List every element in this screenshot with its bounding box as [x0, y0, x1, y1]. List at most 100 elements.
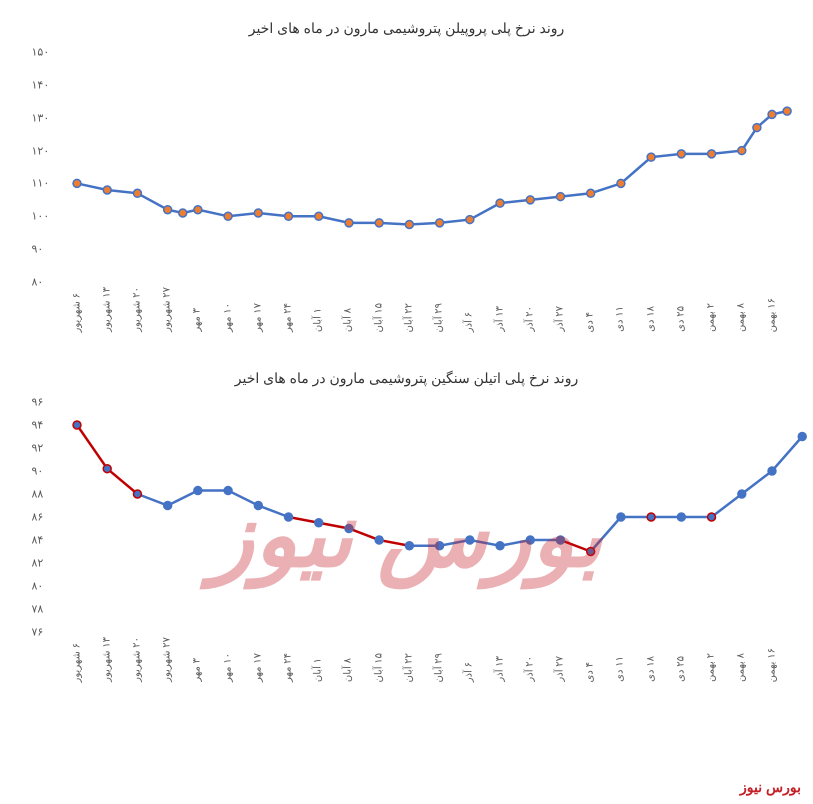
y-tick-label: ۱۱۰ [32, 177, 50, 190]
x-tick-label: ۱ آبان [313, 658, 324, 682]
y-tick-label: ۷۸ [32, 603, 44, 616]
data-marker [73, 421, 81, 429]
data-marker [435, 219, 443, 227]
x-tick-label: ۸ بهمن [736, 653, 747, 682]
x-tick-label: ۲۷ شهریور [162, 287, 173, 332]
x-tick-label: ۲۷ آذر [554, 306, 565, 332]
chart2-area: ۷۶۷۸۸۰۸۲۸۴۸۶۸۸۹۰۹۲۹۴۹۶ ۶ شهریور۱۳ شهریور… [32, 402, 782, 682]
data-marker [647, 153, 655, 161]
data-marker [616, 513, 624, 521]
data-marker [284, 513, 292, 521]
data-marker [405, 542, 413, 550]
x-tick-label: ۱۳ آذر [494, 306, 505, 332]
data-marker [224, 487, 232, 495]
line-segment [409, 540, 560, 546]
data-marker [133, 490, 141, 498]
data-marker [435, 542, 443, 550]
x-tick-label: ۱۳ شهریور [101, 287, 112, 332]
data-marker [163, 502, 171, 510]
line-segment [590, 437, 802, 552]
chart1-svg [77, 52, 772, 282]
data-marker [163, 206, 171, 214]
footer-brand: بورس نیوز [740, 779, 801, 796]
x-tick-label: ۱۵ آبان [373, 653, 384, 682]
y-tick-label: ۱۵۰ [32, 46, 50, 59]
data-marker [556, 193, 564, 201]
x-tick-label: ۶ آذر [464, 312, 475, 332]
data-marker [178, 209, 186, 217]
x-tick-label: ۲۵ دی [675, 306, 686, 332]
x-tick-label: ۸ بهمن [736, 303, 747, 332]
y-tick-label: ۹۴ [32, 419, 44, 432]
chart2-title: روند نرخ پلی اتیلن سنگین پتروشیمی مارون … [32, 370, 782, 387]
polypropylene-chart: روند نرخ پلی پروپیلن پتروشیمی مارون در م… [32, 20, 782, 350]
y-tick-label: ۱۲۰ [32, 144, 50, 157]
x-tick-label: ۲۹ آبان [434, 653, 445, 682]
line-segment [560, 540, 590, 552]
y-tick-label: ۸۴ [32, 534, 44, 547]
chart1-title: روند نرخ پلی پروپیلن پتروشیمی مارون در م… [32, 20, 782, 37]
x-tick-label: ۱۱ دی [615, 306, 626, 332]
chart2-plot [77, 402, 772, 632]
data-marker [677, 513, 685, 521]
data-marker [375, 219, 383, 227]
data-marker [254, 502, 262, 510]
x-tick-label: ۳ مهر [192, 308, 203, 332]
data-marker [314, 519, 322, 527]
y-tick-label: ۸۰ [32, 276, 44, 289]
data-marker [405, 221, 413, 229]
x-tick-label: ۴ دی [585, 662, 596, 682]
data-marker [254, 209, 262, 217]
data-marker [768, 467, 776, 475]
x-tick-label: ۲۵ دی [675, 656, 686, 682]
data-marker [103, 465, 111, 473]
chart2-x-axis: ۶ شهریور۱۳ شهریور۲۰ شهریور۲۷ شهریور۳ مهر… [77, 632, 772, 682]
x-tick-label: ۲۰ آذر [524, 656, 535, 682]
x-tick-label: ۱۶ بهمن [766, 648, 777, 682]
data-marker [344, 219, 352, 227]
data-marker [465, 216, 473, 224]
x-tick-label: ۲ بهمن [706, 653, 717, 682]
x-tick-label: ۱۵ آبان [373, 303, 384, 332]
x-tick-label: ۲۲ آبان [403, 303, 414, 332]
y-tick-label: ۷۶ [32, 626, 44, 639]
x-tick-label: ۲۲ آبان [403, 653, 414, 682]
x-tick-label: ۴ دی [585, 312, 596, 332]
y-tick-label: ۹۲ [32, 442, 44, 455]
x-tick-label: ۲۷ شهریور [162, 637, 173, 682]
y-tick-label: ۱۴۰ [32, 78, 50, 91]
x-tick-label: ۲۷ آذر [554, 656, 565, 682]
y-tick-label: ۸۲ [32, 557, 44, 570]
data-marker [496, 542, 504, 550]
x-tick-label: ۸ آبان [343, 308, 354, 332]
chart1-y-axis: ۸۰۹۰۱۰۰۱۱۰۱۲۰۱۳۰۱۴۰۱۵۰ [32, 52, 72, 332]
data-marker [193, 206, 201, 214]
y-tick-label: ۱۰۰ [32, 210, 50, 223]
x-tick-label: ۶ شهریور [71, 643, 82, 682]
data-marker [526, 536, 534, 544]
data-marker [103, 186, 111, 194]
x-tick-label: ۱۸ دی [645, 306, 656, 332]
data-marker [526, 196, 534, 204]
line-series [77, 111, 787, 224]
x-tick-label: ۸ آبان [343, 658, 354, 682]
y-tick-label: ۸۰ [32, 580, 44, 593]
x-tick-label: ۱۷ مهر [252, 303, 263, 332]
data-marker [375, 536, 383, 544]
y-tick-label: ۹۶ [32, 396, 44, 409]
x-tick-label: ۶ شهریور [71, 293, 82, 332]
data-marker [752, 124, 760, 132]
x-tick-label: ۲۹ آبان [434, 303, 445, 332]
x-tick-label: ۱۳ آذر [494, 656, 505, 682]
x-tick-label: ۱۳ شهریور [101, 637, 112, 682]
x-tick-label: ۶ آذر [464, 662, 475, 682]
data-marker [344, 525, 352, 533]
y-tick-label: ۸۶ [32, 511, 44, 524]
data-marker [314, 212, 322, 220]
line-segment [137, 491, 288, 517]
data-marker [73, 179, 81, 187]
data-marker [133, 189, 141, 197]
x-tick-label: ۲۴ مهر [283, 653, 294, 682]
chart2-y-axis: ۷۶۷۸۸۰۸۲۸۴۸۶۸۸۹۰۹۲۹۴۹۶ [32, 402, 72, 682]
chart1-area: ۸۰۹۰۱۰۰۱۱۰۱۲۰۱۳۰۱۴۰۱۵۰ ۶ شهریور۱۳ شهریور… [32, 52, 782, 332]
